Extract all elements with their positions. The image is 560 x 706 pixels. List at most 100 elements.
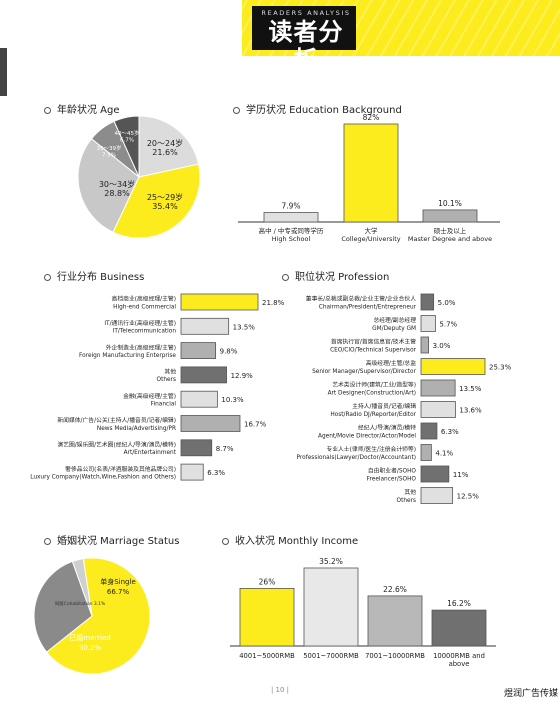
profession-bar: [420, 358, 486, 375]
circle-bullet-icon: [282, 274, 289, 281]
profession-category-label: 自由职业者/SOHO: [368, 467, 417, 475]
circle-bullet-icon: [233, 107, 240, 114]
circle-bullet-icon: [44, 274, 51, 281]
page-number: | 10 |: [270, 686, 290, 694]
income-value-label: 35.2%: [319, 557, 343, 566]
profession-category-label: 经纪人/导演/演员/模特: [358, 424, 416, 432]
education-bar: [422, 209, 478, 223]
age-slice-label: 25～29岁: [147, 192, 183, 202]
profession-bar: [420, 293, 435, 311]
business-category-label: 外企制造业(高级经理/主管): [106, 343, 176, 351]
profession-category-label: Chairman/President/Entrepreneur: [319, 304, 417, 310]
profession-value-label: 11%: [453, 471, 469, 479]
business-value-label: 8.7%: [216, 445, 234, 453]
age-slice-value: 28.8%: [104, 189, 130, 198]
business-value-label: 10.3%: [221, 396, 244, 404]
income-value-label: 16.2%: [447, 599, 471, 608]
marriage-slice-value: 66.7%: [107, 588, 130, 596]
business-bar: [180, 317, 230, 335]
marriage-section-title: 婚姻状况 Marriage Status: [44, 532, 179, 547]
education-bar: [343, 123, 399, 223]
education-category-label: College/University: [341, 235, 400, 243]
business-category-label: Foreign Manufacturing Enterprise: [79, 353, 176, 359]
age-slice-value: 35.4%: [152, 202, 178, 211]
business-category-label: Luxury Company(Watch,Wine,Fashion and Ot…: [30, 474, 176, 480]
profession-bar: [420, 422, 438, 440]
banner-title-box: [252, 6, 356, 50]
marriage-slice-label: 已婚married: [69, 633, 110, 642]
education-category-label: Master Degree and above: [408, 235, 492, 243]
banner-title: 读者分析: [268, 18, 344, 74]
profession-value-label: 13.5%: [459, 385, 482, 393]
business-category-label: 演艺圈/娱乐圈/艺术圈(经纪人/导演/演员/模特): [57, 441, 176, 449]
business-bar: [180, 439, 213, 457]
profession-category-label: Agent/Movie Director/Actor/Model: [318, 433, 416, 439]
circle-bullet-icon: [44, 538, 51, 545]
marriage-slice-label: 同居Cohabitation 3.1%: [55, 601, 106, 607]
business-value-label: 16.7%: [244, 421, 267, 429]
business-value-label: 9.8%: [220, 348, 238, 356]
profession-category-label: 总经理/副总经理: [373, 316, 416, 324]
age-slice-value: 7.5%: [102, 153, 116, 159]
profession-value-label: 6.3%: [441, 428, 459, 436]
business-category-label: IT/通讯行业(高级经理/主管): [104, 319, 176, 327]
profession-category-label: Freelancer/SOHO: [367, 476, 417, 482]
profession-value-label: 12.5%: [457, 493, 480, 501]
income-value-label: 26%: [259, 577, 276, 586]
income-category-label: above: [449, 660, 470, 668]
profession-category-label: 董事长/总裁或副总裁/企业主管/企业合伙人: [306, 295, 416, 303]
profession-bar: [420, 336, 429, 354]
age-slice-value: 6.7%: [120, 138, 134, 144]
education-category-label: 硕士及以上: [434, 226, 467, 235]
profession-category-label: 高级经理/主管/总监: [366, 359, 416, 367]
circle-bullet-icon: [44, 107, 51, 114]
education-value-label: 82%: [363, 113, 380, 122]
profession-section-title: 职位状况 Profession: [282, 268, 389, 283]
profession-value-label: 4.1%: [435, 450, 453, 458]
profession-bar: [420, 465, 450, 483]
profession-category-label: Host/Radio DJ/Reporter/Editor: [330, 412, 416, 418]
business-bar: [180, 390, 218, 408]
age-pie-slice: [112, 163, 201, 239]
business-bar: [180, 366, 227, 384]
marriage-pie-slice: [71, 558, 93, 617]
brand-name: 煜润广告传媒: [503, 689, 558, 699]
profession-category-label: 艺术类设计师(建筑/工业/造型等): [332, 381, 416, 389]
business-value-label: 21.8%: [262, 299, 285, 307]
business-category-label: Art/Entertainment: [124, 450, 177, 456]
age-pie-slice: [138, 115, 200, 178]
age-slice-label: 35～39岁: [97, 144, 122, 152]
profession-value-label: 3.0%: [433, 342, 451, 350]
profession-category-label: Art Designer(Construction/Art): [328, 390, 416, 396]
business-category-label: News Media/Advertising/PR: [97, 426, 176, 432]
age-slice-label: 40～45岁: [115, 129, 140, 137]
income-bar: [303, 567, 359, 647]
business-category-label: 金融(高级经理/主管): [123, 392, 176, 400]
business-bar: [180, 342, 217, 360]
income-bar: [239, 587, 295, 647]
business-section-title: 行业分布 Business: [44, 268, 144, 283]
business-category-label: 其他: [164, 368, 176, 376]
profession-value-label: 13.6%: [459, 407, 482, 415]
age-section-title: 年龄状况 Age: [44, 101, 120, 116]
income-bar: [367, 595, 423, 647]
income-category-label: 7001~10000RMB: [365, 652, 425, 660]
profession-category-label: Professionals(Lawyer/Doctor/Accountant): [297, 455, 417, 461]
education-bar: [263, 212, 319, 223]
marriage-pie-slice: [45, 557, 151, 675]
profession-category-label: Others: [397, 498, 416, 504]
age-slice-label: 20～24岁: [147, 138, 183, 148]
marriage-slice-label: 单身Single: [100, 577, 136, 586]
profession-bar: [420, 487, 454, 504]
circle-bullet-icon: [222, 538, 229, 545]
profession-category-label: CEO/CIO/Technical Supervisor: [330, 347, 417, 353]
marriage-slice-value: 30.2%: [79, 644, 102, 652]
business-category-label: High-end Commercial: [113, 304, 176, 310]
business-category-label: 新闻媒体/广告/公关(主持人/播音员/记者/编辑): [57, 416, 176, 424]
business-category-label: IT/Telecommunication: [113, 329, 177, 335]
income-category-label: 5001~7000RMB: [303, 652, 359, 660]
business-bar: [180, 415, 241, 432]
age-slice-label: 30～34岁: [99, 179, 135, 189]
education-value-label: 10.1%: [438, 199, 462, 208]
profession-value-label: 25.3%: [489, 364, 512, 372]
